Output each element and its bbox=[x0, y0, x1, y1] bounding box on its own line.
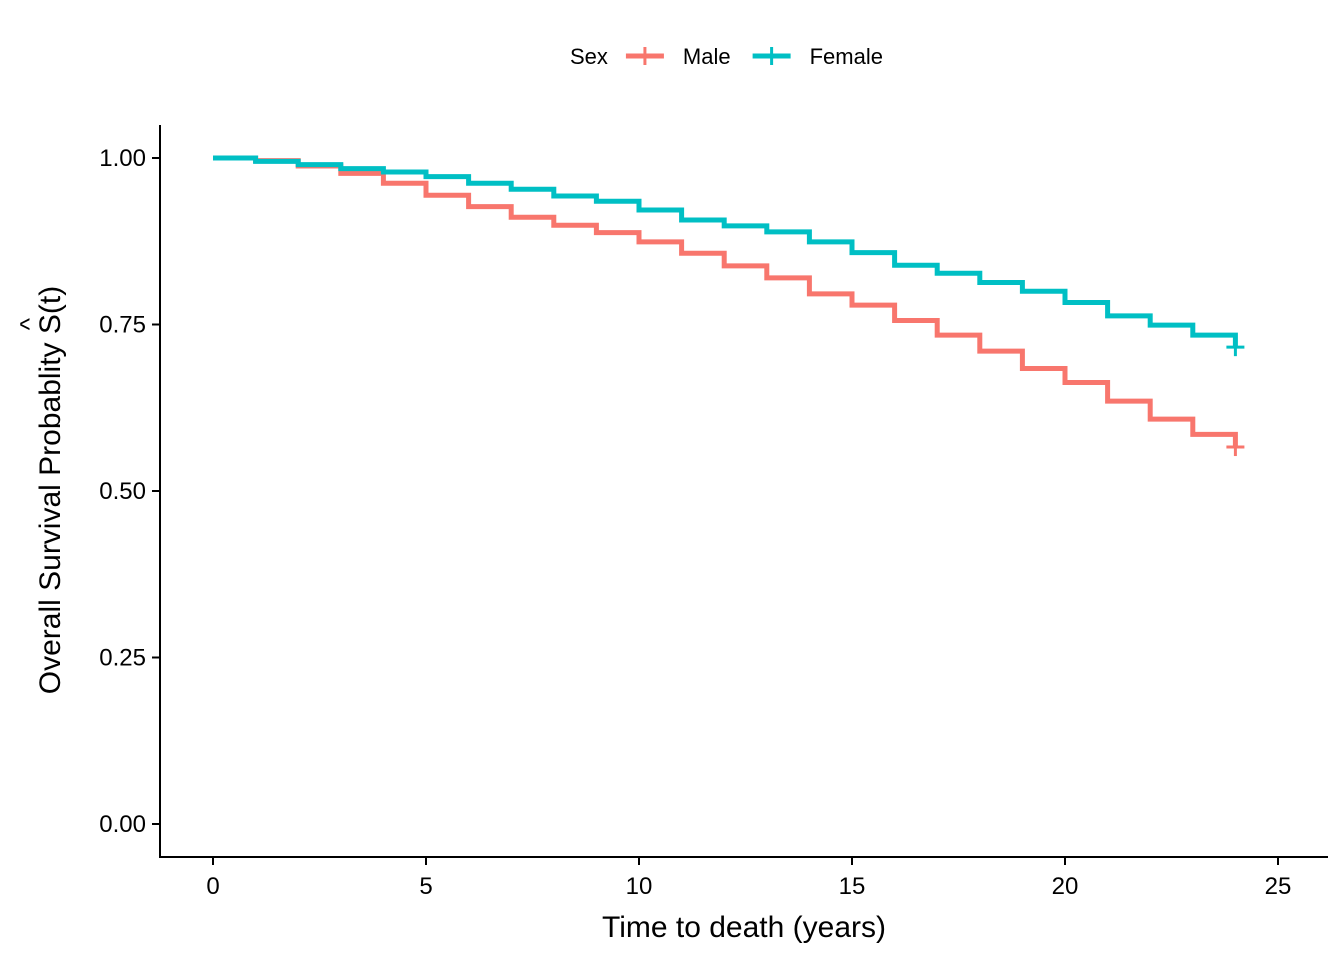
y-axis-title-hat: ^ bbox=[14, 317, 44, 330]
legend: Sex Male Female bbox=[570, 44, 883, 69]
y-axis-title: Overall Survival Probablity S(t) ^ bbox=[14, 286, 67, 694]
x-axis-title: Time to death (years) bbox=[602, 911, 886, 944]
legend-item-male: Male bbox=[625, 44, 731, 69]
legend-title: Sex bbox=[570, 44, 608, 69]
series-line-female bbox=[213, 155, 1238, 348]
y-tick-label: 1.00 bbox=[99, 145, 146, 172]
series-line-male bbox=[213, 155, 1238, 448]
x-tick-label: 10 bbox=[626, 873, 653, 900]
legend-label: Male bbox=[683, 44, 731, 69]
censor-mark-female bbox=[1226, 338, 1245, 357]
y-axis-title-text: Overall Survival Probablity bbox=[34, 342, 67, 694]
x-tick-label: 20 bbox=[1052, 873, 1079, 900]
y-axis-title-symbol: S(t) bbox=[34, 286, 67, 334]
x-tick-label: 5 bbox=[419, 873, 432, 900]
y-tick-label: 0.00 bbox=[99, 811, 146, 838]
x-tick-label: 25 bbox=[1265, 873, 1292, 900]
censor-mark-male bbox=[1226, 438, 1245, 457]
x-tick-label: 15 bbox=[839, 873, 866, 900]
y-tick-label: 0.75 bbox=[99, 312, 146, 339]
legend-item-female: Female bbox=[752, 44, 883, 69]
y-tick-label: 0.25 bbox=[99, 645, 146, 672]
x-tick-label: 0 bbox=[206, 873, 219, 900]
legend-label: Female bbox=[810, 44, 883, 69]
svg-text:Overall Survival Probablity S(: Overall Survival Probablity S(t) bbox=[34, 286, 67, 694]
y-tick-label: 0.50 bbox=[99, 478, 146, 505]
